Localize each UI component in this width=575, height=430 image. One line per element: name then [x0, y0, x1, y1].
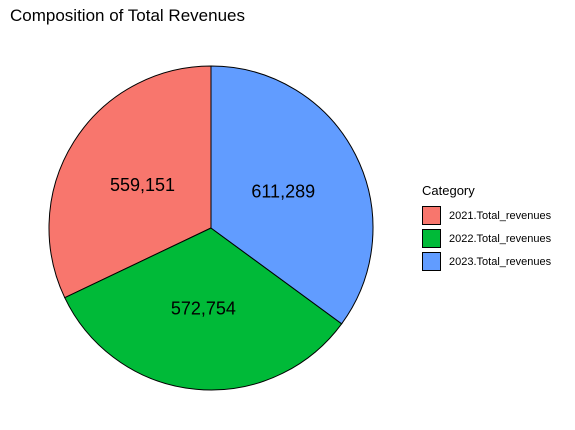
legend-item-2023: 2023.Total_revenues: [422, 250, 572, 273]
legend-label-2021: 2021.Total_revenues: [449, 209, 552, 222]
legend-swatch-2021: [422, 206, 441, 225]
slice-value-label-2022: 572,754: [171, 299, 236, 319]
pie-slice-labels: 559,151 572,754 611,289: [110, 175, 315, 319]
pie-slice-2023: [210, 65, 374, 325]
slice-value-label-2023: 611,289: [251, 181, 315, 201]
legend-title: Category: [422, 183, 475, 198]
slice-value-label-2021: 559,151: [110, 175, 175, 195]
chart-title: Composition of Total Revenues: [10, 6, 245, 25]
pie-slice-2022: [64, 227, 343, 391]
legend: Category 2021.Total_revenues 2022.Total_…: [422, 183, 572, 273]
legend-item-2021: 2021.Total_revenues: [422, 204, 572, 227]
legend-swatch-2023: [422, 252, 441, 271]
pie-slice-2021: [48, 65, 212, 299]
legend-label-2022: 2022.Total_revenues: [449, 232, 552, 245]
legend-swatch-2022: [422, 229, 441, 248]
pie-slices: [48, 65, 374, 391]
legend-item-2022: 2022.Total_revenues: [422, 227, 572, 250]
legend-label-2023: 2023.Total_revenues: [449, 255, 552, 268]
